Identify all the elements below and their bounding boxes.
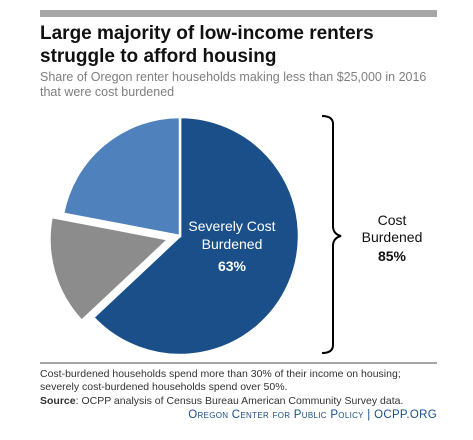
title-line-1: Large majority of low-income renters (40, 23, 374, 44)
pie-slice-0 (91, 115, 301, 357)
footnote: Cost-burdened households spend more than… (40, 368, 460, 394)
footer-separator: | (363, 409, 375, 421)
top-divider (40, 10, 437, 17)
pie-slice-2 (61, 115, 182, 238)
chart-subtitle: Share of Oregon renter households making… (40, 70, 460, 100)
slice-value-label: 63% (218, 258, 247, 274)
subtitle-line-2: that were cost burdened (40, 85, 175, 99)
bracket-value-label: 85% (378, 248, 407, 264)
bottom-divider (40, 362, 437, 364)
org-website: OCPP.ORG (374, 409, 437, 421)
slice-label-line-2: Burdened (202, 236, 263, 252)
footnote-line-2: severely cost-burdened households spend … (40, 381, 288, 393)
footnote-line-1: Cost-burdened households spend more than… (40, 368, 401, 380)
source-note: Source: OCPP analysis of Census Bureau A… (40, 395, 460, 408)
bracket-label-line-1: Cost (378, 212, 407, 228)
footer-credit: Oregon Center for Public Policy | OCPP.O… (188, 409, 437, 421)
subtitle-line-1: Share of Oregon renter households making… (40, 70, 427, 84)
source-label: Source (40, 395, 76, 407)
source-text: : OCPP analysis of Census Bureau America… (75, 395, 404, 407)
title-line-2: struggle to afford housing (40, 46, 277, 67)
cost-burdened-bracket (321, 115, 342, 354)
slice-label-line-1: Severely Cost (188, 218, 275, 234)
chart-title: Large majority of low-income renters str… (40, 22, 460, 68)
pie-slice-1 (48, 215, 172, 323)
org-name: Oregon Center for Public Policy (188, 409, 364, 421)
bracket-label-line-2: Burdened (362, 229, 423, 245)
